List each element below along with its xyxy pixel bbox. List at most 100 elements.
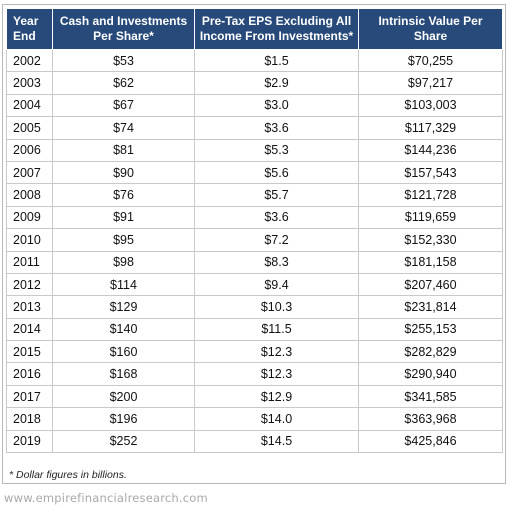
table-row: 2013 $129 $10.3 $231,814 xyxy=(6,295,503,319)
cell-cash: $74 xyxy=(52,116,195,140)
cell-eps: $2.9 xyxy=(194,71,359,95)
cell-eps: $9.4 xyxy=(194,272,359,297)
cell-eps: $14.5 xyxy=(194,429,359,454)
cell-intrinsic: $70,255 xyxy=(358,48,503,73)
cell-cash: $90 xyxy=(52,160,195,185)
cell-year: 2014 xyxy=(6,317,53,342)
header-intrinsic-line1: Intrinsic Value Per xyxy=(378,14,483,28)
cell-intrinsic: $282,829 xyxy=(358,340,503,364)
table-row: 2011 $98 $8.3 $181,158 xyxy=(6,250,503,274)
cell-cash: $98 xyxy=(52,250,195,274)
cell-intrinsic: $255,153 xyxy=(358,317,503,342)
cell-year: 2016 xyxy=(6,362,53,386)
cell-year: 2010 xyxy=(6,228,53,252)
watermark-url: www.empirefinancialresearch.com xyxy=(4,491,208,505)
cell-year: 2002 xyxy=(6,48,53,73)
valuation-table: Year End Cash and Investments Per Share*… xyxy=(6,8,503,454)
cell-eps: $3.6 xyxy=(194,116,359,140)
table-row: 2017 $200 $12.9 $341,585 xyxy=(6,384,503,409)
cell-intrinsic: $207,460 xyxy=(358,272,503,297)
table-row: 2014 $140 $11.5 $255,153 xyxy=(6,317,503,342)
cell-eps: $14.0 xyxy=(194,407,359,431)
header-intrinsic-value: Intrinsic Value Per Share xyxy=(358,8,503,50)
cell-year: 2009 xyxy=(6,205,53,230)
cell-eps: $10.3 xyxy=(194,295,359,319)
cell-intrinsic: $425,846 xyxy=(358,429,503,454)
cell-intrinsic: $97,217 xyxy=(358,71,503,95)
cell-eps: $7.2 xyxy=(194,228,359,252)
header-cash-line1: Cash and Investments xyxy=(59,14,188,28)
cell-cash: $140 xyxy=(52,317,195,342)
cell-cash: $67 xyxy=(52,93,195,118)
cell-intrinsic: $181,158 xyxy=(358,250,503,274)
cell-intrinsic: $121,728 xyxy=(358,183,503,207)
cell-intrinsic: $363,968 xyxy=(358,407,503,431)
cell-year: 2017 xyxy=(6,384,53,409)
cell-eps: $12.9 xyxy=(194,384,359,409)
cell-intrinsic: $103,003 xyxy=(358,93,503,118)
header-cash-line2: Per Share* xyxy=(93,29,154,43)
table-row: 2016 $168 $12.3 $290,940 xyxy=(6,362,503,386)
cell-intrinsic: $231,814 xyxy=(358,295,503,319)
table-header-row: Year End Cash and Investments Per Share*… xyxy=(6,8,503,50)
cell-cash: $81 xyxy=(52,138,195,162)
cell-cash: $200 xyxy=(52,384,195,409)
cell-year: 2006 xyxy=(6,138,53,162)
cell-cash: $95 xyxy=(52,228,195,252)
cell-intrinsic: $290,940 xyxy=(358,362,503,386)
cell-year: 2008 xyxy=(6,183,53,207)
footnote: * Dollar figures in billions. xyxy=(9,469,127,481)
cell-cash: $76 xyxy=(52,183,195,207)
cell-year: 2019 xyxy=(6,429,53,454)
cell-eps: $8.3 xyxy=(194,250,359,274)
cell-cash: $53 xyxy=(52,48,195,73)
header-eps-line1: Pre-Tax EPS Excluding All xyxy=(201,14,352,28)
table-row: 2002 $53 $1.5 $70,255 xyxy=(6,48,503,73)
cell-year: 2005 xyxy=(6,116,53,140)
header-year-end: Year End xyxy=(6,8,53,50)
table-row: 2004 $67 $3.0 $103,003 xyxy=(6,93,503,118)
cell-eps: $11.5 xyxy=(194,317,359,342)
cell-year: 2018 xyxy=(6,407,53,431)
table-row: 2008 $76 $5.7 $121,728 xyxy=(6,183,503,207)
cell-cash: $168 xyxy=(52,362,195,386)
cell-cash: $129 xyxy=(52,295,195,319)
table-row: 2006 $81 $5.3 $144,236 xyxy=(6,138,503,162)
cell-eps: $5.7 xyxy=(194,183,359,207)
table-row: 2019 $252 $14.5 $425,846 xyxy=(6,429,503,454)
cell-intrinsic: $152,330 xyxy=(358,228,503,252)
table-row: 2012 $114 $9.4 $207,460 xyxy=(6,272,503,297)
header-year-line2: End xyxy=(13,29,36,43)
cell-cash: $91 xyxy=(52,205,195,230)
header-cash-investments: Cash and Investments Per Share* xyxy=(52,8,195,50)
cell-cash: $252 xyxy=(52,429,195,454)
cell-eps: $1.5 xyxy=(194,48,359,73)
cell-eps: $12.3 xyxy=(194,340,359,364)
header-year-line1: Year xyxy=(13,14,39,28)
cell-eps: $5.3 xyxy=(194,138,359,162)
cell-eps: $5.6 xyxy=(194,160,359,185)
cell-intrinsic: $157,543 xyxy=(358,160,503,185)
cell-year: 2012 xyxy=(6,272,53,297)
cell-year: 2007 xyxy=(6,160,53,185)
cell-cash: $114 xyxy=(52,272,195,297)
table-row: 2009 $91 $3.6 $119,659 xyxy=(6,205,503,230)
header-eps-line2: Income From Investments* xyxy=(199,29,354,43)
table-row: 2005 $74 $3.6 $117,329 xyxy=(6,116,503,140)
table-row: 2007 $90 $5.6 $157,543 xyxy=(6,160,503,185)
cell-cash: $62 xyxy=(52,71,195,95)
cell-year: 2011 xyxy=(6,250,53,274)
cell-year: 2015 xyxy=(6,340,53,364)
table-row: 2010 $95 $7.2 $152,330 xyxy=(6,228,503,252)
cell-year: 2003 xyxy=(6,71,53,95)
table-row: 2015 $160 $12.3 $282,829 xyxy=(6,340,503,364)
cell-intrinsic: $117,329 xyxy=(358,116,503,140)
cell-intrinsic: $341,585 xyxy=(358,384,503,409)
cell-eps: $3.0 xyxy=(194,93,359,118)
cell-cash: $160 xyxy=(52,340,195,364)
header-intrinsic-line2: Share xyxy=(413,29,448,43)
cell-intrinsic: $119,659 xyxy=(358,205,503,230)
header-pretax-eps: Pre-Tax EPS Excluding All Income From In… xyxy=(194,8,359,50)
table-row: 2018 $196 $14.0 $363,968 xyxy=(6,407,503,431)
cell-year: 2013 xyxy=(6,295,53,319)
